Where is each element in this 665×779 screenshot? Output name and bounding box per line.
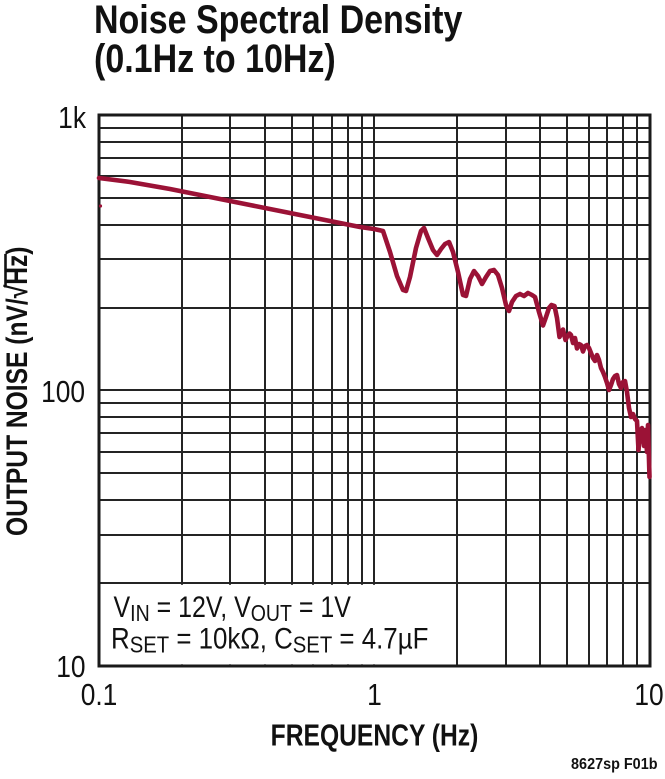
svg-text:FREQUENCY (Hz): FREQUENCY (Hz): [271, 718, 479, 752]
svg-text:(0.1Hz to 10Hz): (0.1Hz to 10Hz): [94, 35, 336, 80]
svg-text:RSET = 10kΩ, CSET = 4.7µF: RSET = 10kΩ, CSET = 4.7µF: [111, 622, 428, 658]
svg-text:VIN = 12V, VOUT = 1V: VIN = 12V, VOUT = 1V: [114, 590, 352, 627]
svg-text:10: 10: [56, 650, 85, 684]
svg-text:100: 100: [41, 375, 85, 409]
svg-text:1: 1: [367, 678, 382, 712]
svg-text:OUTPUT NOISE (nV/√Hz): OUTPUT NOISE (nV/√Hz): [0, 247, 34, 536]
svg-text:Noise Spectral Density: Noise Spectral Density: [94, 0, 463, 42]
svg-text:0.1: 0.1: [81, 678, 118, 712]
svg-text:10: 10: [634, 678, 663, 712]
svg-text:8627sp F01b: 8627sp F01b: [571, 755, 657, 773]
svg-text:1k: 1k: [58, 101, 86, 135]
